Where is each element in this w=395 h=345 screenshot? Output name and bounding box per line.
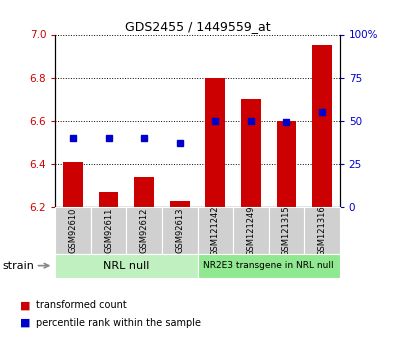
FancyBboxPatch shape — [233, 207, 269, 254]
Bar — [134, 177, 154, 207]
Bar — [63, 162, 83, 207]
Bar — [205, 78, 225, 207]
Text: NR2E3 transgene in NRL null: NR2E3 transgene in NRL null — [203, 261, 334, 270]
Text: strain: strain — [2, 261, 34, 270]
Bar — [312, 45, 332, 207]
FancyBboxPatch shape — [198, 254, 340, 278]
Text: NRL null: NRL null — [103, 261, 150, 270]
Bar — [170, 200, 190, 207]
Text: percentile rank within the sample: percentile rank within the sample — [36, 318, 201, 327]
FancyBboxPatch shape — [55, 254, 198, 278]
FancyBboxPatch shape — [162, 207, 198, 254]
Text: transformed count: transformed count — [36, 300, 126, 310]
FancyBboxPatch shape — [198, 207, 233, 254]
Text: GSM121315: GSM121315 — [282, 205, 291, 256]
Text: ■: ■ — [20, 300, 30, 310]
FancyBboxPatch shape — [304, 207, 340, 254]
Text: GSM121242: GSM121242 — [211, 205, 220, 256]
Bar — [241, 99, 261, 207]
FancyBboxPatch shape — [126, 207, 162, 254]
FancyBboxPatch shape — [55, 207, 91, 254]
FancyBboxPatch shape — [91, 207, 126, 254]
Text: GSM121316: GSM121316 — [318, 205, 326, 256]
Text: GSM92612: GSM92612 — [140, 208, 149, 253]
Title: GDS2455 / 1449559_at: GDS2455 / 1449559_at — [125, 20, 270, 33]
Text: GSM121249: GSM121249 — [246, 205, 255, 256]
Text: GSM92611: GSM92611 — [104, 208, 113, 253]
Bar — [99, 192, 118, 207]
Text: GSM92613: GSM92613 — [175, 208, 184, 253]
Text: GSM92610: GSM92610 — [69, 208, 77, 253]
Text: ■: ■ — [20, 318, 30, 327]
FancyBboxPatch shape — [269, 207, 304, 254]
Bar — [276, 121, 296, 207]
